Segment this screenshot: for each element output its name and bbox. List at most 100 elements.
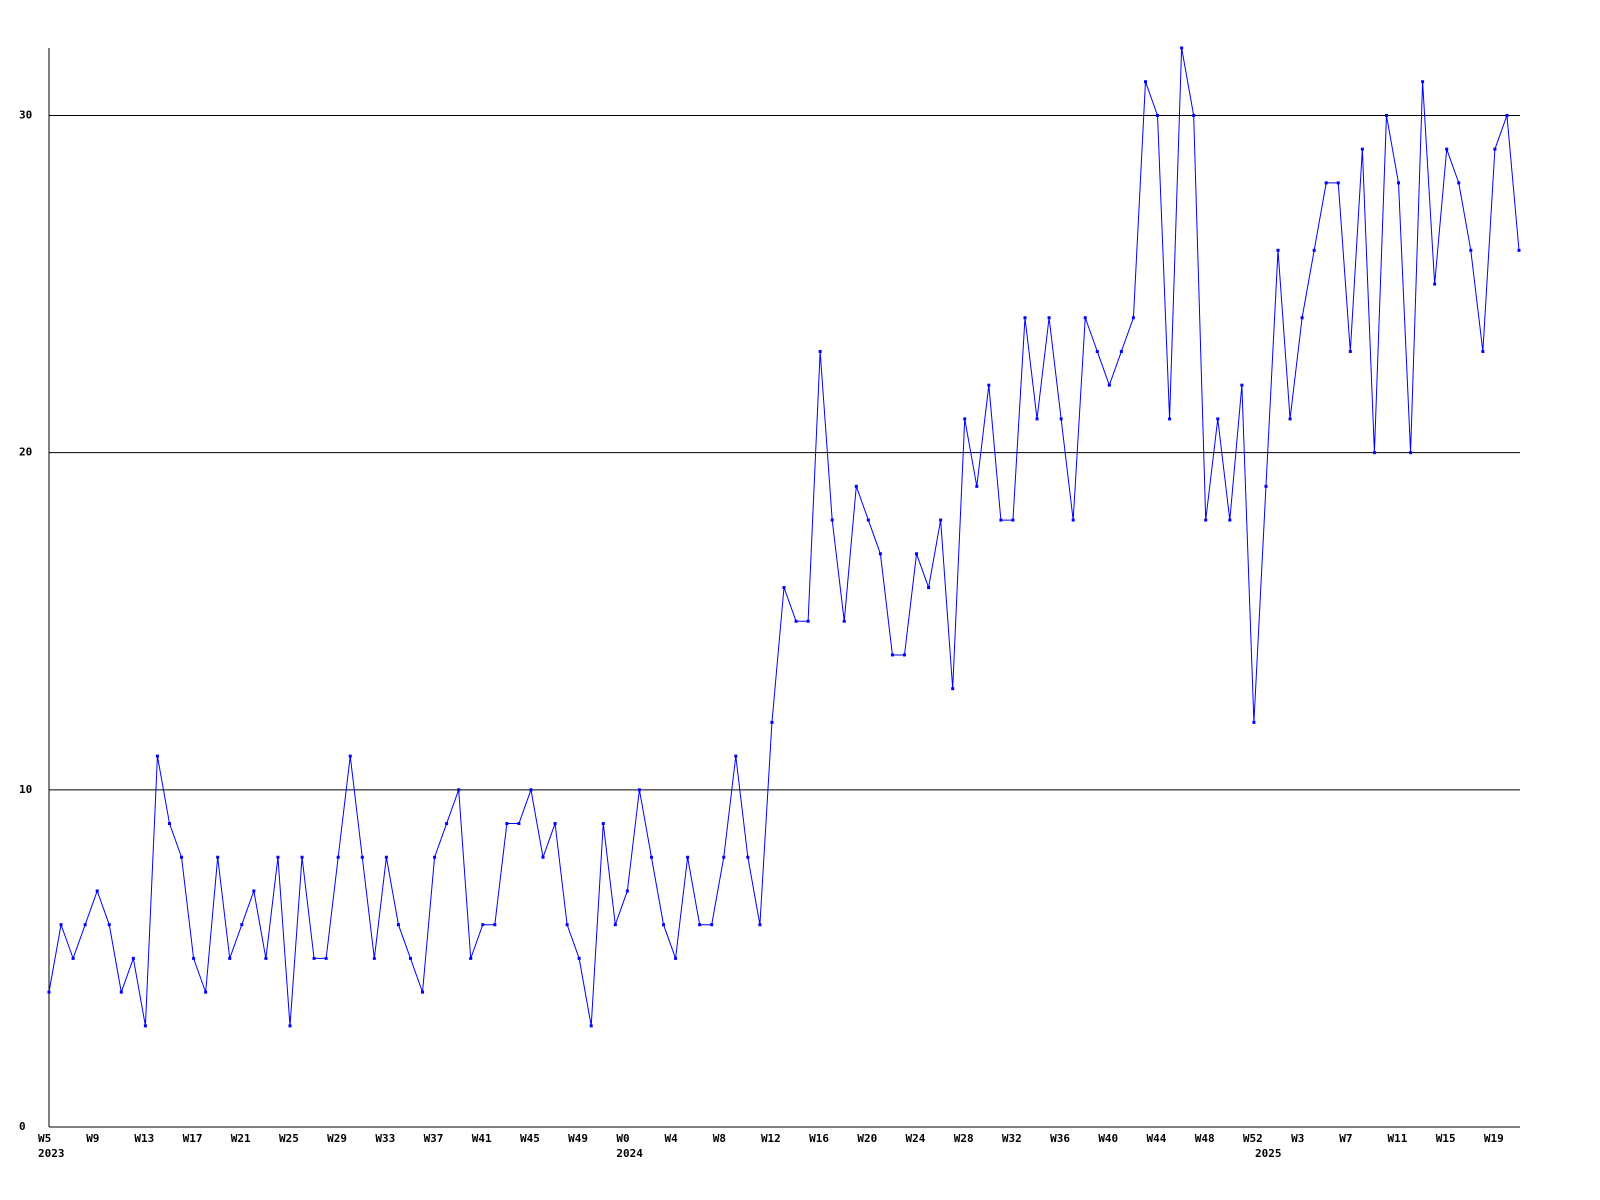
data-point: [686, 855, 690, 859]
data-point: [276, 855, 280, 859]
data-point: [372, 956, 376, 960]
data-point: [1312, 248, 1316, 252]
data-point: [963, 417, 967, 421]
data-point: [866, 518, 870, 522]
data-point: [915, 552, 919, 556]
data-point: [1348, 349, 1352, 353]
data-point: [902, 653, 906, 657]
data-point: [1433, 282, 1437, 286]
data-point: [47, 990, 51, 994]
data-point: [396, 923, 400, 927]
x-tick-label: W49: [568, 1132, 588, 1145]
data-point: [999, 518, 1003, 522]
year-label: 2025: [1255, 1147, 1282, 1160]
data-point: [878, 552, 882, 556]
data-point: [1457, 181, 1461, 185]
data-point: [1192, 113, 1196, 117]
data-point: [481, 923, 485, 927]
y-tick-label: 0: [19, 1120, 26, 1133]
x-tick-label: W13: [134, 1132, 154, 1145]
data-point: [1083, 316, 1087, 320]
data-point: [1168, 417, 1172, 421]
data-point: [1276, 248, 1280, 252]
data-point: [1336, 181, 1340, 185]
data-point: [601, 822, 605, 826]
data-point: [1300, 316, 1304, 320]
data-point: [457, 788, 461, 792]
data-point: [336, 855, 340, 859]
data-point: [192, 956, 196, 960]
data-point: [360, 855, 364, 859]
data-point: [1445, 147, 1449, 151]
year-label: 2023: [38, 1147, 65, 1160]
x-tick-label: W24: [906, 1132, 926, 1145]
data-point: [951, 687, 955, 691]
data-point: [288, 1024, 292, 1028]
data-point: [710, 923, 714, 927]
data-point: [131, 956, 135, 960]
y-tick-label: 20: [19, 446, 32, 459]
data-point: [493, 923, 497, 927]
data-point: [1035, 417, 1039, 421]
x-tick-label: W0: [616, 1132, 629, 1145]
data-point: [1071, 518, 1075, 522]
data-point: [577, 956, 581, 960]
x-tick-label: W16: [809, 1132, 829, 1145]
data-point: [890, 653, 894, 657]
x-tick-label: W37: [424, 1132, 444, 1145]
data-point: [734, 754, 738, 758]
x-tick-label: W3: [1291, 1132, 1304, 1145]
x-tick-label: W36: [1050, 1132, 1070, 1145]
x-tick-label: W17: [183, 1132, 203, 1145]
data-point: [1059, 417, 1063, 421]
data-point: [228, 956, 232, 960]
x-tick-label: W12: [761, 1132, 781, 1145]
x-tick-label: W40: [1098, 1132, 1118, 1145]
data-point: [107, 923, 111, 927]
data-point: [927, 586, 931, 589]
data-point: [613, 923, 617, 927]
data-point: [565, 923, 569, 927]
data-point: [1505, 113, 1509, 117]
data-point: [433, 855, 437, 859]
data-point: [1324, 181, 1328, 185]
y-tick-label: 10: [19, 783, 32, 796]
data-point: [143, 1024, 147, 1028]
data-point: [698, 923, 702, 927]
data-point: [1240, 383, 1244, 387]
data-line: [48, 47, 1520, 1026]
x-tick-label: W48: [1195, 1132, 1215, 1145]
year-label: 2024: [616, 1147, 643, 1160]
data-point: [155, 754, 159, 758]
data-point: [1397, 181, 1401, 185]
data-point: [216, 855, 220, 859]
x-tick-label: W5: [38, 1132, 51, 1145]
data-point: [167, 822, 171, 826]
data-point: [95, 889, 99, 893]
data-point: [445, 822, 449, 826]
data-point: [782, 586, 786, 589]
data-point: [1143, 80, 1147, 84]
x-tick-label: W7: [1339, 1132, 1352, 1145]
data-point: [469, 956, 473, 960]
data-point: [300, 855, 304, 859]
data-point: [1095, 349, 1099, 353]
data-point: [324, 956, 328, 960]
x-tick-label: W11: [1388, 1132, 1408, 1145]
data-point: [240, 923, 244, 927]
x-tick-label: W20: [857, 1132, 877, 1145]
x-tick-label: W15: [1436, 1132, 1456, 1145]
data-point: [1047, 316, 1051, 320]
data-point: [252, 889, 256, 893]
x-tick-label: W29: [327, 1132, 347, 1145]
data-point: [1384, 113, 1388, 117]
data-point: [1409, 451, 1413, 455]
data-point: [312, 956, 316, 960]
data-point: [1011, 518, 1015, 522]
data-point: [1204, 518, 1208, 522]
data-point: [1180, 46, 1184, 50]
data-point: [204, 990, 208, 994]
data-point: [794, 619, 798, 623]
data-point: [830, 518, 834, 522]
